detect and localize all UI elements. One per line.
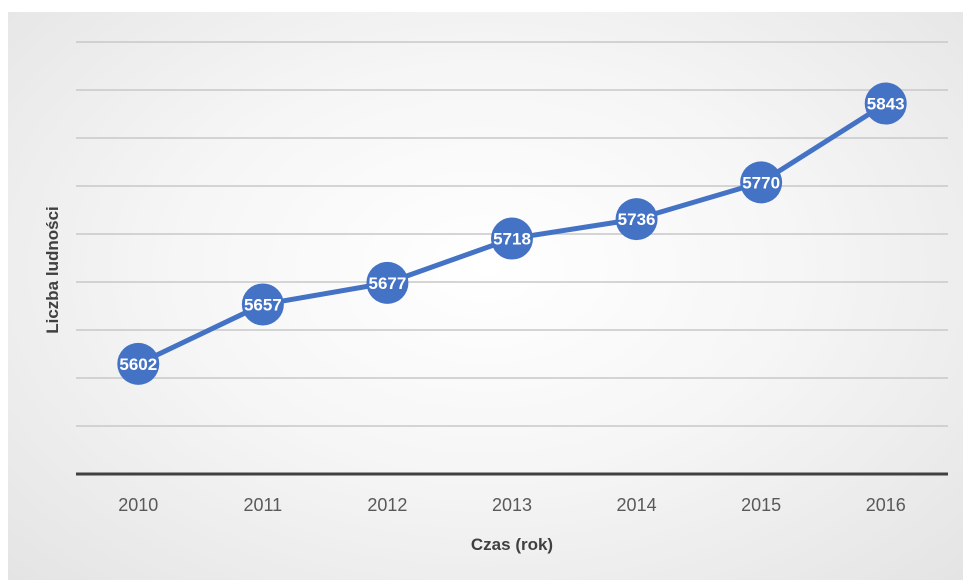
x-tick-label: 2015 bbox=[741, 495, 781, 515]
data-point bbox=[366, 261, 409, 304]
x-tick-label: 2012 bbox=[367, 495, 407, 515]
data-point bbox=[241, 283, 284, 326]
x-tick-label: 2016 bbox=[866, 495, 906, 515]
x-tick-label: 2013 bbox=[492, 495, 532, 515]
x-tick-label: 2014 bbox=[617, 495, 657, 515]
data-label: 5736 bbox=[618, 210, 656, 229]
chart-area: 2010 2011 2012 2013 2014 2015 2016 5602 5657 567… bbox=[8, 12, 963, 580]
data-labels: 5602 5657 5677 5718 5736 5770 5843 bbox=[119, 95, 904, 374]
y-axis-title: Liczba ludności bbox=[43, 206, 62, 334]
line-chart: 2010 2011 2012 2013 2014 2015 2016 5602 5657 567… bbox=[43, 41, 948, 554]
x-axis-title: Czas (rok) bbox=[471, 535, 553, 554]
data-label: 5770 bbox=[742, 173, 780, 192]
data-point bbox=[117, 342, 160, 385]
data-point bbox=[864, 82, 907, 125]
data-label: 5718 bbox=[493, 230, 531, 249]
data-point bbox=[491, 217, 533, 260]
x-tick-labels: 2010 2011 2012 2013 2014 2015 2016 bbox=[118, 495, 905, 515]
x-tick-label: 2010 bbox=[118, 495, 158, 515]
data-label: 5843 bbox=[867, 95, 905, 114]
x-tick-label: 2011 bbox=[243, 495, 282, 515]
data-label: 5657 bbox=[244, 295, 282, 314]
data-label: 5677 bbox=[369, 274, 407, 293]
data-point bbox=[740, 161, 783, 204]
data-markers bbox=[117, 82, 907, 385]
data-point bbox=[615, 198, 658, 241]
data-label: 5602 bbox=[119, 355, 157, 374]
